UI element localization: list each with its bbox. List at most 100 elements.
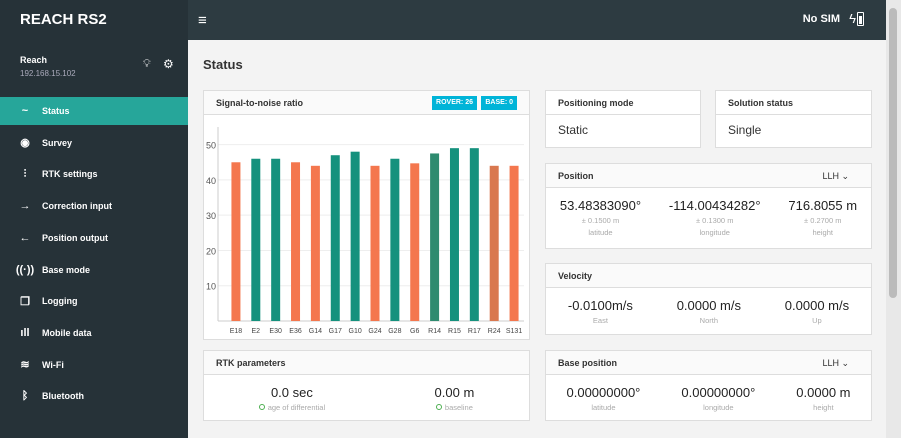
x-tick-label: R14 xyxy=(428,328,441,335)
y-tick-label: 20 xyxy=(206,246,216,256)
nav-label: Bluetooth xyxy=(42,391,84,402)
nav-icon: ıll xyxy=(20,326,30,339)
bar-R17 xyxy=(469,148,479,321)
position-value-1: -114.00434282° ± 0.1300 m longitude xyxy=(669,198,761,237)
rtk-title: RTK parameters xyxy=(216,358,286,368)
accuracy: ± 0.1500 m xyxy=(581,216,620,225)
nav-icon: ᛒ xyxy=(21,390,29,403)
top-bar: REACH RS2 ≡ No SIM ϟ xyxy=(0,0,886,40)
device-name: Reach xyxy=(20,55,48,65)
x-tick-label: E18 xyxy=(230,328,243,335)
snr-card: Signal-to-noise ratio ROVER: 26 BASE: 0 … xyxy=(203,90,530,340)
nav-icon: ((·)) xyxy=(15,263,35,276)
nav-label: Survey xyxy=(42,137,73,148)
position-title: Position xyxy=(558,171,594,181)
scrollbar-thumb[interactable] xyxy=(889,8,897,298)
bar-G14 xyxy=(310,165,320,321)
lightbulb-icon[interactable]: 💡︎ xyxy=(143,58,151,70)
nav-icon: ≋ xyxy=(20,359,30,372)
nav-label: Logging xyxy=(42,296,78,307)
rtk-value-1: 0.00 m baseline xyxy=(435,385,475,412)
position-card: Position LLH ⌄ 53.48383090° ± 0.1500 m lati… xyxy=(545,163,872,249)
gear-icon[interactable]: ⚙ xyxy=(163,57,174,71)
label: baseline xyxy=(444,403,473,412)
sidebar-item-status[interactable]: ~ Status xyxy=(0,97,188,125)
sidebar-item-correction-input[interactable]: → Correction input xyxy=(0,192,188,220)
sidebar-item-wi-fi[interactable]: ≋ Wi-Fi xyxy=(0,351,188,379)
value: -114.00434282° xyxy=(668,198,761,213)
sidebar-item-position-output[interactable]: ← Position output xyxy=(0,224,188,252)
page-title: Status xyxy=(203,57,243,72)
nav-icon: ❐ xyxy=(20,295,30,308)
velocity-value-2: 0.0000 m/s Up xyxy=(785,298,849,325)
nav-label: Correction input xyxy=(42,201,112,212)
value: 0.0000 m/s xyxy=(784,298,850,313)
sidebar-item-mobile-data[interactable]: ıll Mobile data xyxy=(0,319,188,347)
snr-title: Signal-to-noise ratio xyxy=(216,98,304,108)
label: East xyxy=(592,316,608,325)
base-badge: BASE: 0 xyxy=(481,96,517,110)
base-format-select[interactable]: LLH ⌄ xyxy=(822,358,849,368)
x-tick-label: R17 xyxy=(468,328,481,335)
positioning-mode-card: Positioning mode Static xyxy=(545,90,701,148)
nav-label: Base mode xyxy=(42,264,91,275)
label: longitude xyxy=(703,403,734,412)
status-dot-icon xyxy=(435,404,442,410)
bar-R15 xyxy=(449,148,459,321)
position-format-select[interactable]: LLH ⌄ xyxy=(822,171,849,181)
nav-label: Position output xyxy=(42,232,108,243)
bar-G17 xyxy=(330,155,340,321)
sim-status: No SIM xyxy=(802,13,840,25)
sidebar-item-survey[interactable]: ◉ Survey xyxy=(0,129,188,157)
sidebar-item-base-mode[interactable]: ((·)) Base mode xyxy=(0,256,188,284)
bar-E36 xyxy=(291,162,301,321)
x-tick-label: G10 xyxy=(349,328,362,335)
x-tick-label: G6 xyxy=(410,328,419,335)
rtk-value-0: 0.0 sec age of differential xyxy=(258,385,326,412)
base-format-value: LLH xyxy=(822,358,839,368)
bar-G6 xyxy=(410,163,420,321)
position-format-value: LLH xyxy=(822,171,839,181)
bar-S131 xyxy=(509,165,519,321)
bar-E2 xyxy=(251,158,261,321)
velocity-value-0: -0.0100m/s East xyxy=(568,298,633,325)
sidebar-item-logging[interactable]: ❐ Logging xyxy=(0,287,188,315)
label: height xyxy=(813,403,834,412)
scrollbar[interactable] xyxy=(886,0,901,438)
bar-R14 xyxy=(430,153,440,321)
accuracy: ± 0.2700 m xyxy=(804,216,842,225)
x-tick-label: R24 xyxy=(488,328,501,335)
hamburger-icon[interactable]: ≡ xyxy=(198,12,207,29)
device-ip: 192.168.15.102 xyxy=(20,69,76,78)
sidebar-item-bluetooth[interactable]: ᛒ Bluetooth xyxy=(0,382,188,410)
solution-status-card: Solution status Single xyxy=(715,90,872,148)
x-tick-label: R15 xyxy=(448,328,461,335)
value: 716.8055 m xyxy=(788,198,858,213)
value: 53.48383090° xyxy=(559,198,642,213)
solution-status-title: Solution status xyxy=(728,98,793,108)
value: 0.00000000° xyxy=(681,385,756,400)
value: 0.00000000° xyxy=(566,385,641,400)
velocity-value-1: 0.0000 m/s North xyxy=(677,298,741,325)
label: age of differential xyxy=(267,403,326,412)
positioning-mode-title: Positioning mode xyxy=(558,98,634,108)
label: North xyxy=(699,316,719,325)
positioning-mode-value: Static xyxy=(558,123,589,137)
bar-G10 xyxy=(350,151,360,321)
x-tick-label: G17 xyxy=(329,328,342,335)
bar-G28 xyxy=(390,158,400,321)
x-tick-label: E30 xyxy=(269,328,282,335)
y-tick-label: 30 xyxy=(206,211,216,221)
base-title: Base position xyxy=(558,358,618,368)
value: 0.0 sec xyxy=(270,385,313,400)
x-tick-label: G24 xyxy=(368,328,381,335)
nav-label: RTK settings xyxy=(42,169,98,180)
nav-label: Wi-Fi xyxy=(42,359,64,370)
sidebar-item-rtk-settings[interactable]: ⫶ RTK settings xyxy=(0,160,188,188)
battery-icon xyxy=(857,12,864,26)
base-position-card: Base position LLH ⌄ 0.00000000° latitude 0.… xyxy=(545,350,872,421)
bar-R24 xyxy=(489,165,499,321)
nav-icon: ⫶ xyxy=(23,167,27,180)
x-tick-label: S131 xyxy=(506,328,522,335)
base-value-2: 0.0000 m height xyxy=(796,385,850,412)
